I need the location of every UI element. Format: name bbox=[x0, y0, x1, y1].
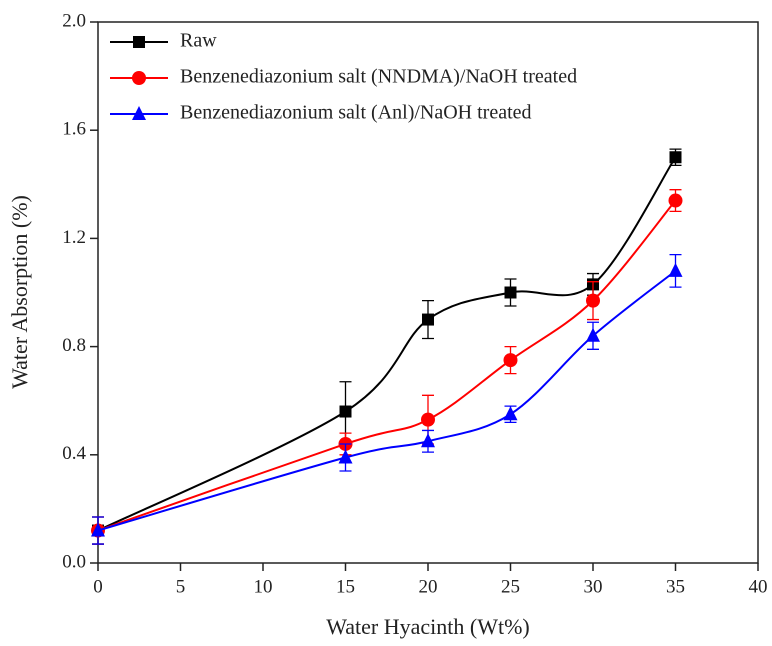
x-axis-title: Water Hyacinth (Wt%) bbox=[326, 614, 529, 639]
marker bbox=[586, 293, 600, 308]
marker bbox=[586, 327, 600, 342]
marker bbox=[339, 405, 352, 418]
series-line bbox=[97, 156, 677, 532]
x-tick-label: 15 bbox=[336, 576, 355, 597]
series-line bbox=[97, 199, 677, 532]
x-tick-label: 20 bbox=[419, 576, 438, 597]
y-axis-title: Water Absorption (%) bbox=[7, 195, 32, 389]
y-tick-label: 1.2 bbox=[62, 227, 86, 248]
marker bbox=[421, 412, 435, 427]
marker bbox=[669, 151, 682, 164]
y-tick-label: 2.0 bbox=[62, 10, 86, 31]
marker bbox=[421, 433, 435, 448]
legend-label: Benzenediazonium salt (NNDMA)/NaOH treat… bbox=[180, 66, 577, 88]
marker bbox=[668, 193, 683, 208]
x-tick-label: 5 bbox=[176, 576, 186, 597]
series-line bbox=[97, 270, 677, 532]
legend-label: Benzenediazonium salt (Anl)/NaOH treated bbox=[180, 102, 532, 124]
x-tick-label: 25 bbox=[501, 576, 520, 597]
marker bbox=[132, 71, 146, 85]
x-tick-label: 0 bbox=[93, 576, 103, 597]
marker bbox=[503, 406, 518, 421]
x-tick-label: 10 bbox=[254, 576, 273, 597]
y-tick-label: 0.0 bbox=[62, 551, 86, 572]
y-tick-label: 0.4 bbox=[62, 443, 86, 464]
y-tick-label: 1.6 bbox=[62, 119, 86, 140]
marker bbox=[504, 286, 517, 299]
marker bbox=[132, 106, 146, 120]
marker bbox=[668, 262, 683, 277]
x-tick-label: 30 bbox=[584, 576, 603, 597]
x-tick-label: 35 bbox=[666, 576, 685, 597]
marker bbox=[422, 313, 434, 326]
x-tick-label: 40 bbox=[749, 576, 768, 597]
marker bbox=[133, 36, 145, 48]
marker bbox=[503, 353, 518, 368]
legend-label: Raw bbox=[180, 30, 217, 52]
y-tick-label: 0.8 bbox=[62, 335, 86, 356]
marker bbox=[91, 522, 105, 537]
marker bbox=[338, 449, 353, 464]
